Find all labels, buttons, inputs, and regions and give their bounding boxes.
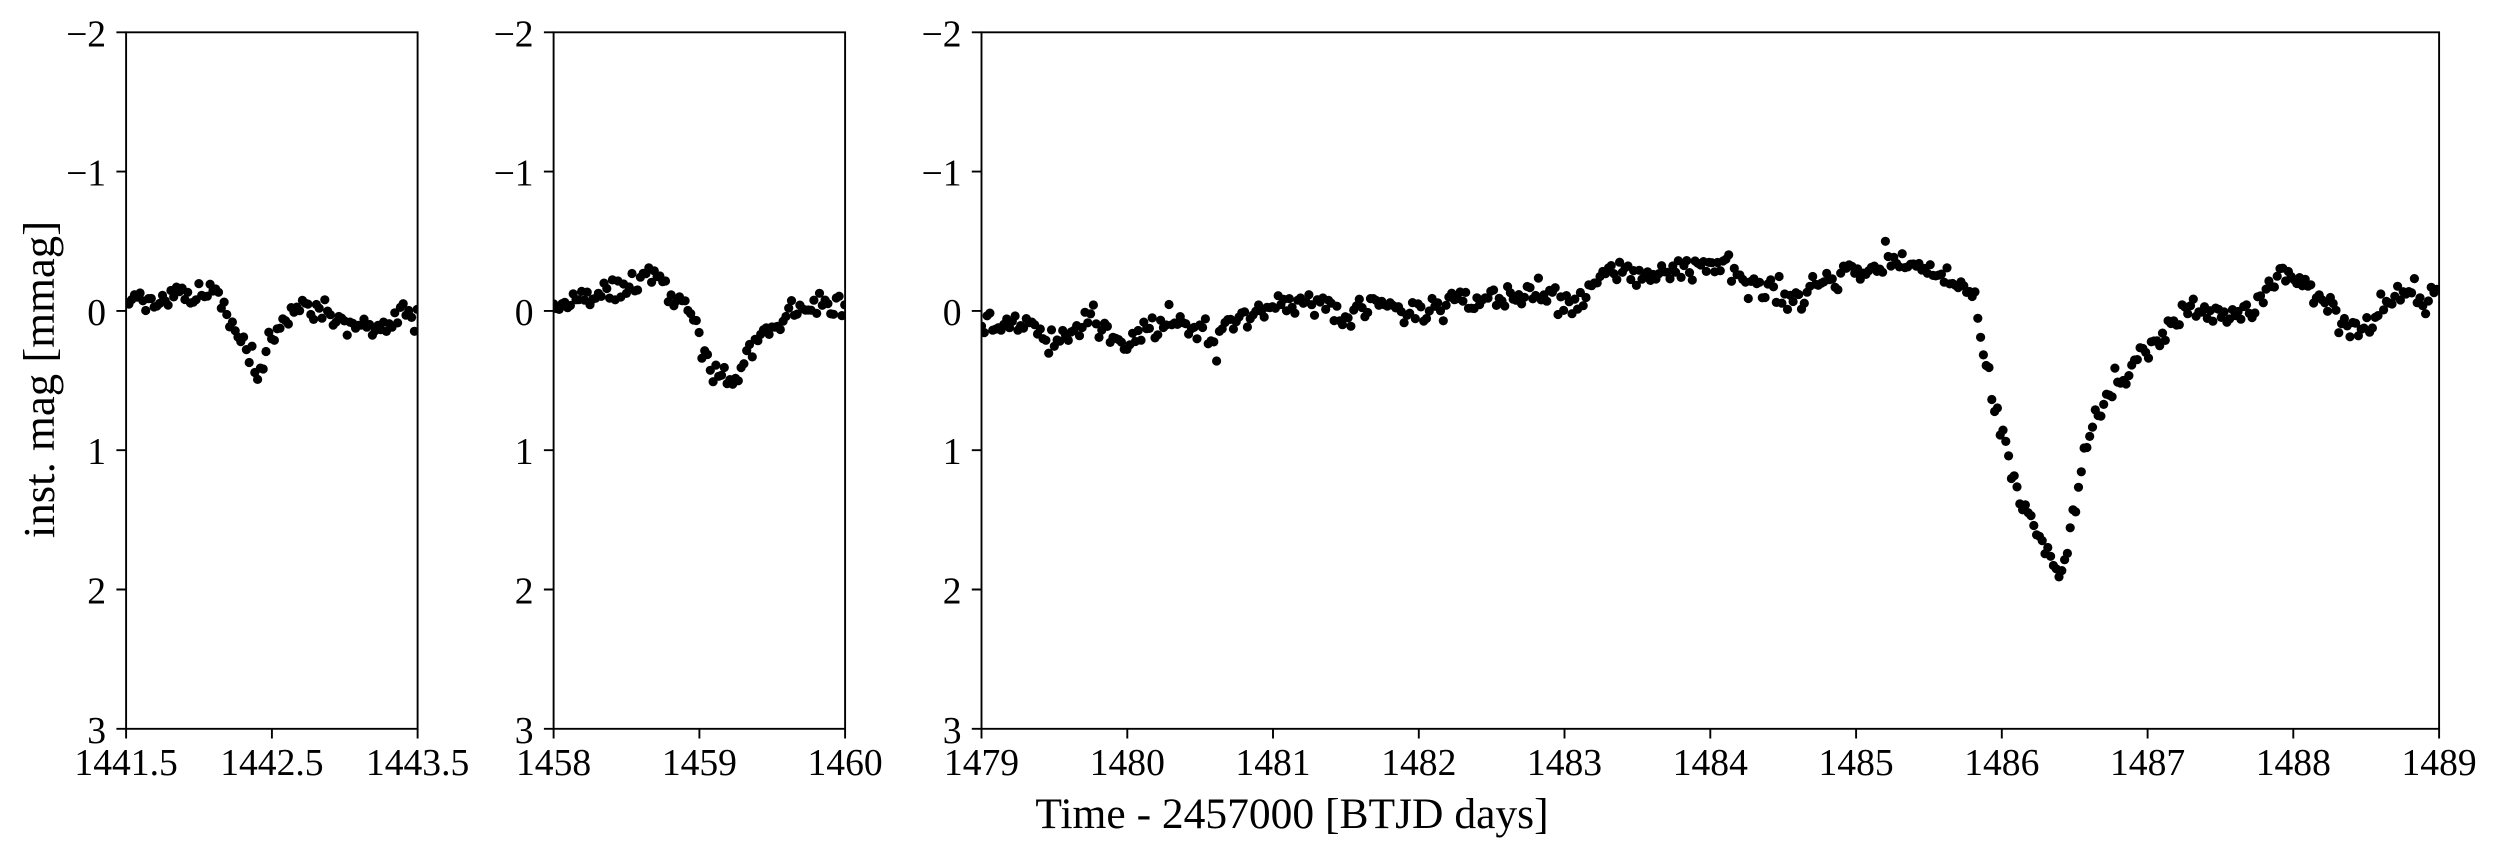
svg-text:1458: 1458 — [516, 743, 591, 784]
svg-text:1485: 1485 — [1819, 743, 1894, 784]
svg-text:2: 2 — [515, 572, 534, 613]
svg-text:1484: 1484 — [1673, 743, 1748, 784]
svg-text:1483: 1483 — [1527, 743, 1602, 784]
svg-text:Time - 2457000 [BTJD days]: Time - 2457000 [BTJD days] — [1035, 790, 1548, 838]
svg-text:1486: 1486 — [1964, 743, 2039, 784]
svg-text:1441.5: 1441.5 — [74, 743, 177, 784]
svg-text:2: 2 — [87, 572, 106, 613]
svg-text:1: 1 — [87, 432, 106, 473]
svg-text:0: 0 — [87, 293, 106, 334]
svg-text:1489: 1489 — [2402, 743, 2477, 784]
svg-text:1488: 1488 — [2256, 743, 2331, 784]
svg-text:−1: −1 — [66, 154, 106, 195]
svg-text:0: 0 — [943, 293, 962, 334]
svg-text:1460: 1460 — [808, 743, 883, 784]
svg-text:3: 3 — [87, 711, 106, 752]
svg-text:1: 1 — [943, 432, 962, 473]
svg-text:−1: −1 — [922, 154, 962, 195]
svg-text:2: 2 — [943, 572, 962, 613]
svg-text:3: 3 — [943, 711, 962, 752]
svg-text:1442.5: 1442.5 — [220, 743, 323, 784]
svg-text:1: 1 — [515, 432, 534, 473]
svg-text:1459: 1459 — [662, 743, 737, 784]
svg-text:1482: 1482 — [1381, 743, 1456, 784]
svg-text:−2: −2 — [66, 14, 106, 55]
svg-text:−1: −1 — [494, 154, 534, 195]
svg-text:1481: 1481 — [1235, 743, 1310, 784]
svg-text:−2: −2 — [922, 14, 962, 55]
svg-text:0: 0 — [515, 293, 534, 334]
svg-text:inst. mag [mmag]: inst. mag [mmag] — [14, 221, 64, 538]
svg-text:1443.5: 1443.5 — [366, 743, 469, 784]
svg-text:1480: 1480 — [1090, 743, 1165, 784]
svg-text:1487: 1487 — [2110, 743, 2185, 784]
svg-text:1479: 1479 — [944, 743, 1019, 784]
svg-text:3: 3 — [515, 711, 534, 752]
svg-text:−2: −2 — [494, 14, 534, 55]
